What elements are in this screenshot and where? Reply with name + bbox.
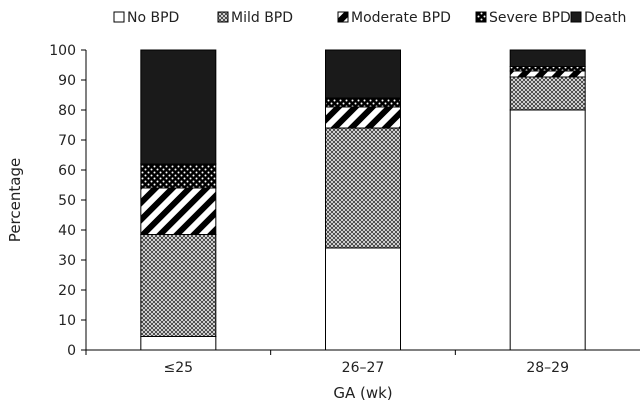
y-tick-label-50: 50: [58, 193, 76, 209]
y-tick-label-70: 70: [58, 133, 76, 149]
y-axis-title: Percentage: [6, 158, 24, 242]
y-tick-label-60: 60: [58, 163, 76, 179]
bar-group-26-27: [325, 49, 401, 351]
x-tick-label-0: ≤25: [164, 360, 194, 376]
bar-group-25: [140, 49, 217, 351]
bar-segment-moderate-bpd-0: [140, 187, 217, 235]
bar-segment-mild-bpd-0: [140, 234, 217, 337]
y-tick-label-10: 10: [58, 313, 76, 329]
legend-swatch-no-bpd: [113, 11, 125, 23]
y-tick-label-20: 20: [58, 283, 76, 299]
legend-swatch-severe-bpd: [475, 11, 487, 23]
x-axis: ≤25 26–27 28–29: [85, 349, 640, 376]
y-tick-label-0: 0: [67, 343, 76, 359]
bar-segment-death-1: [325, 49, 401, 99]
y-tick-label-30: 30: [58, 253, 76, 269]
bar-segment-mild-bpd-2: [509, 76, 586, 111]
bar-segment-death-0: [140, 49, 217, 165]
legend-label-no-bpd: No BPD: [127, 10, 179, 26]
legend-label-death: Death: [584, 10, 626, 26]
legend-swatch-mild-bpd: [217, 11, 229, 23]
bars: [140, 49, 586, 351]
y-axis: 0 10 20 30 40 50 60 70 80 90 100: [49, 43, 87, 359]
y-tick-label-100: 100: [49, 43, 76, 59]
bar-group-28-29: [509, 49, 586, 351]
x-tick-label-2: 28–29: [526, 360, 569, 376]
bar-segment-moderate-bpd-2: [509, 70, 586, 78]
bar-segment-severe-bpd-1: [325, 97, 401, 108]
y-tick-label-80: 80: [58, 103, 76, 119]
legend-label-severe-bpd: Severe BPD: [489, 10, 571, 26]
legend-swatch-death: [570, 11, 582, 23]
bar-segment-severe-bpd-2: [509, 66, 586, 72]
bar-segment-severe-bpd-0: [140, 163, 217, 189]
x-tick-label-1: 26–27: [342, 360, 385, 376]
bar-segment-mild-bpd-1: [325, 127, 401, 249]
bar-segment-death-2: [509, 49, 586, 67]
x-axis-title: GA (wk): [333, 384, 392, 402]
legend-label-moderate-bpd: Moderate BPD: [351, 10, 451, 26]
legend: No BPD Mild BPD Moderate BPD Severe BPD Deat…: [113, 10, 626, 26]
legend-swatch-moderate-bpd: [337, 11, 349, 23]
legend-label-mild-bpd: Mild BPD: [231, 10, 293, 26]
bar-segment-no-bpd-2: [509, 109, 586, 351]
bar-segment-moderate-bpd-1: [325, 106, 401, 129]
bar-segment-no-bpd-0: [140, 336, 217, 351]
bar-segment-no-bpd-1: [325, 247, 401, 351]
y-tick-label-40: 40: [58, 223, 76, 239]
y-tick-label-90: 90: [58, 73, 76, 89]
